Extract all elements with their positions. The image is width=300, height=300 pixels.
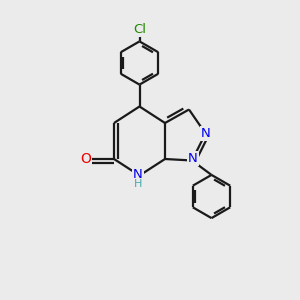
Text: N: N [133, 167, 143, 181]
Text: N: N [201, 127, 211, 140]
Text: O: O [80, 152, 91, 166]
Text: Cl: Cl [133, 23, 146, 36]
Text: N: N [188, 152, 197, 165]
Text: H: H [134, 179, 142, 189]
